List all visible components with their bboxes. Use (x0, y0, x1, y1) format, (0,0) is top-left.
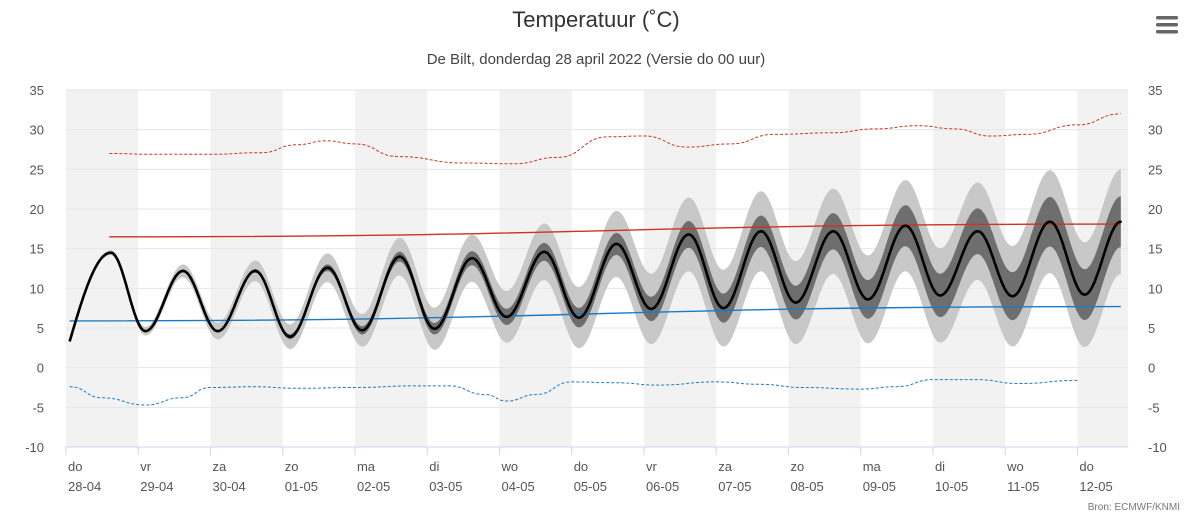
median-point-8 (398, 255, 401, 258)
x-tick-date-10-05: 10-05 (935, 479, 968, 494)
x-tick-date-08-05: 08-05 (790, 479, 823, 494)
median-point-20 (832, 230, 835, 233)
y-tick-left-25: 25 (30, 162, 44, 177)
x-tick-weekday-03-05: di (429, 459, 439, 474)
x-tick-weekday-05-05: do (574, 459, 588, 474)
chart-credits: Bron: ECMWF/KNMI (1088, 502, 1180, 513)
day-band-28-04 (66, 90, 139, 447)
x-tick-date-06-05: 06-05 (646, 479, 679, 494)
series-laagste-minimum (69, 379, 1078, 406)
y-tick-right--5: -5 (1148, 400, 1160, 415)
median-point-27 (1083, 293, 1086, 296)
y-tick-left-5: 5 (37, 321, 44, 336)
series-normaal-maximum (109, 223, 1121, 238)
x-tick-weekday-07-05: za (718, 459, 733, 474)
x-tick-date-12-05: 12-05 (1079, 479, 1112, 494)
median-point-5 (288, 335, 292, 338)
x-tick-date-07-05: 07-05 (718, 479, 751, 494)
y-tick-right-0: 0 (1148, 361, 1155, 376)
x-tick-date-02-05: 02-05 (357, 479, 390, 494)
y-tick-right-30: 30 (1148, 123, 1162, 138)
median-point-11 (505, 315, 508, 319)
median-point-7 (361, 329, 364, 332)
series-lines (68, 113, 1122, 406)
chart-title: Temperatuur (˚C) (512, 7, 679, 32)
x-tick-weekday-04-05: wo (500, 459, 518, 474)
x-tick-date-05-05: 05-05 (574, 479, 607, 494)
median-point-3 (216, 329, 219, 333)
y-tick-right-10: 10 (1148, 281, 1162, 296)
y-tick-left-15: 15 (30, 242, 44, 257)
x-tick-weekday-12-05: do (1079, 459, 1093, 474)
x-tick-date-29-04: 29-04 (140, 479, 173, 494)
ensemble-spread-bands (69, 169, 1121, 350)
median-point-4 (254, 269, 257, 273)
y-axis-ticks: 35 35 30 30 25 25 20 20 15 15 10 10 5 5 0 0 -5 -5 -10 -10 (25, 83, 1167, 455)
median-point-2 (181, 269, 185, 273)
median-point-12 (543, 250, 546, 254)
x-tick-date-03-05: 03-05 (429, 479, 462, 494)
chart-subtitle: De Bilt, donderdag 28 april 2022 (Versie… (427, 51, 766, 68)
spread-band-inner (69, 196, 1121, 342)
median-point-10 (470, 256, 474, 260)
x-tick-date-04-05: 04-05 (501, 479, 534, 494)
series-verwachting-mediaan (68, 220, 1122, 342)
y-tick-left-35: 35 (30, 83, 44, 98)
median-point-24 (976, 230, 979, 233)
x-tick-weekday-06-05: vr (646, 459, 658, 474)
median-point-6 (326, 266, 329, 269)
x-tick-date-28-04: 28-04 (68, 479, 101, 494)
median-point-17 (722, 306, 725, 310)
series-normaal-minimum (69, 305, 1121, 322)
y-tick-left--10: -10 (25, 440, 44, 455)
y-tick-right--10: -10 (1148, 440, 1167, 455)
y-tick-left--5: -5 (32, 400, 44, 415)
x-tick-weekday-28-04: do (68, 459, 82, 474)
y-tick-right-15: 15 (1148, 242, 1162, 257)
x-tick-date-01-05: 01-05 (285, 479, 318, 494)
median-point-18 (759, 230, 763, 233)
x-tick-date-30-04: 30-04 (212, 479, 245, 494)
x-tick-weekday-11-05: wo (1006, 459, 1024, 474)
median-point-9 (433, 327, 436, 330)
x-tick-weekday-10-05: di (935, 459, 945, 474)
x-tick-date-11-05: 11-05 (1007, 479, 1039, 494)
median-point-13 (577, 316, 581, 319)
x-tick-weekday-09-05: ma (863, 459, 882, 474)
y-tick-right-20: 20 (1148, 202, 1162, 217)
y-tick-left-30: 30 (30, 123, 44, 138)
median-point-21 (866, 298, 870, 301)
x-axis-ticks: do 28-04 vr 29-04 za 30-04 zo 01-05 ma 02-05 di 03-… (68, 459, 1113, 494)
median-point-1 (144, 329, 147, 333)
y-tick-left-0: 0 (37, 361, 44, 376)
y-tick-left-20: 20 (30, 202, 44, 217)
x-tick-weekday-29-04: vr (140, 459, 152, 474)
median-point-0 (109, 251, 112, 254)
hamburger-menu-icon[interactable] (1154, 14, 1180, 36)
y-tick-right-25: 25 (1148, 162, 1162, 177)
median-point-22 (904, 224, 907, 227)
median-point-15 (649, 307, 653, 311)
median-point-25 (1011, 295, 1014, 298)
day-band-30-04 (210, 90, 283, 447)
y-tick-right-35: 35 (1148, 83, 1162, 98)
median-point-28 (1119, 220, 1122, 223)
median-point-23 (938, 294, 942, 297)
median-point-26 (1048, 220, 1052, 223)
y-tick-left-10: 10 (30, 281, 44, 296)
x-tick-weekday-08-05: zo (790, 459, 804, 474)
x-tick-weekday-02-05: ma (357, 459, 376, 474)
median-point-14 (615, 242, 618, 246)
median-point-16 (687, 233, 690, 236)
series-hoogste-maximum (109, 113, 1121, 165)
x-tick-weekday-01-05: zo (285, 459, 299, 474)
median-point-19 (794, 301, 797, 304)
x-tick-weekday-30-04: za (212, 459, 227, 474)
y-tick-right-5: 5 (1148, 321, 1155, 336)
x-tick-date-09-05: 09-05 (863, 479, 896, 494)
